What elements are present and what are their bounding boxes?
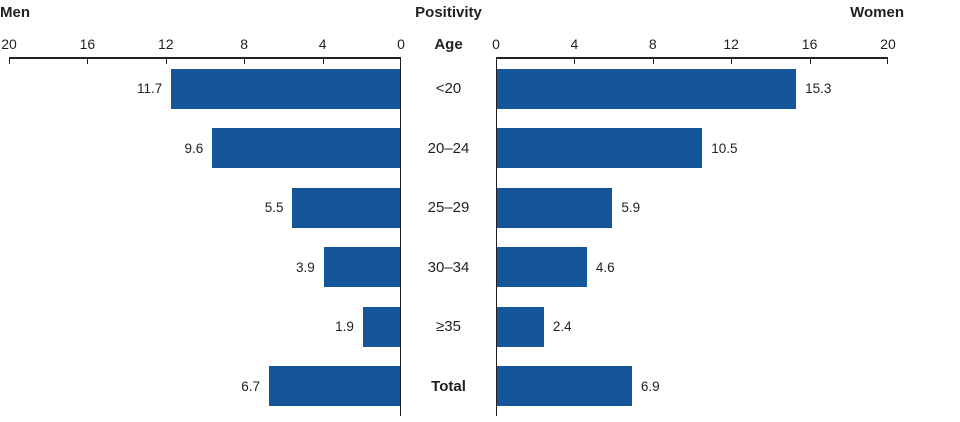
axis-tick-mark [574, 59, 576, 64]
chart-row: 3.9 30–34 4.6 [9, 237, 960, 297]
chart-title: Positivity [415, 4, 482, 21]
axis-tick-label: 8 [648, 36, 657, 52]
men-bar [171, 68, 400, 109]
axis-tick-mark [9, 59, 10, 64]
men-axis: 20 16 12 8 4 0 [1, 33, 405, 64]
axis-tick-label: 20 [1, 36, 17, 52]
age-category-label: 20–24 [427, 139, 470, 157]
men-series-header: Men [0, 4, 30, 21]
axis-tick-mark [652, 59, 654, 64]
chart-rows: 11.7 <20 15.3 9.6 20–24 10.5 5.5 25–29 5.9 3.9 30–… [9, 59, 960, 416]
axis-tick-mark [165, 59, 167, 64]
men-bar [362, 306, 400, 347]
axis-tick-label: 0 [397, 36, 405, 52]
women-bar-area: 6.9 [496, 356, 888, 416]
axis-tick-label: 16 [79, 36, 96, 52]
women-series-header: Women [850, 4, 904, 21]
women-bar-area: 4.6 [496, 237, 888, 297]
chart-row: 6.7 Total 6.9 [9, 356, 960, 416]
women-value-label: 10.5 [711, 140, 738, 156]
men-value-label: 9.6 [184, 140, 204, 156]
axis-tick-label: 0 [492, 36, 500, 52]
axis-row: 20 16 12 8 4 0 Age 0 4 8 12 16 20 [1, 33, 896, 64]
women-value-label: 2.4 [552, 319, 572, 335]
men-bar-area: 11.7 [9, 59, 401, 119]
women-axis: 0 4 8 12 16 20 [492, 33, 896, 64]
chart-header: Men Positivity Women [0, 4, 904, 22]
age-category-label: Total [431, 377, 466, 395]
men-bar-area: 5.5 [9, 178, 401, 238]
men-value-label: 1.9 [335, 319, 354, 335]
axis-tick-label: 20 [880, 36, 896, 52]
women-bar [497, 247, 587, 288]
axis-tick-label: 12 [158, 36, 174, 52]
axis-tick-mark [809, 59, 811, 64]
men-bar [323, 247, 400, 288]
men-bar [269, 366, 400, 407]
men-bar-area: 3.9 [9, 237, 401, 297]
axis-tick-mark [887, 59, 888, 64]
men-value-label: 3.9 [295, 259, 315, 275]
age-category-label: <20 [435, 80, 462, 98]
women-bar [497, 306, 544, 347]
women-bar [497, 68, 797, 109]
chart-row: 5.5 25–29 5.9 [9, 178, 960, 238]
axis-tick-label: 4 [318, 36, 327, 52]
men-value-label: 5.5 [264, 200, 284, 216]
men-bar-area: 1.9 [9, 297, 401, 357]
men-bar-area: 9.6 [9, 118, 401, 178]
women-bar [497, 187, 613, 228]
women-bar-area: 2.4 [496, 297, 888, 357]
men-bar-area: 6.7 [9, 356, 401, 416]
axis-tick-label: 12 [723, 36, 739, 52]
women-bar-area: 10.5 [496, 118, 888, 178]
axis-tick-mark [87, 59, 89, 64]
axis-tick-mark [244, 59, 246, 64]
women-bar-area: 5.9 [496, 178, 888, 238]
men-bar [292, 187, 400, 228]
men-value-label: 11.7 [136, 81, 163, 97]
women-value-label: 4.6 [595, 259, 615, 275]
age-category-label: 25–29 [427, 199, 470, 217]
axis-tick-mark [496, 59, 497, 64]
chart-row: 1.9 ≥35 2.4 [9, 297, 960, 357]
age-category-label: ≥35 [436, 318, 461, 336]
women-value-label: 5.9 [621, 200, 641, 216]
men-value-label: 6.7 [241, 378, 261, 394]
women-bar [497, 128, 703, 169]
axis-tick-label: 16 [801, 36, 818, 52]
women-value-label: 15.3 [805, 81, 832, 97]
women-value-label: 6.9 [640, 378, 660, 394]
axis-tick-mark [400, 59, 401, 64]
women-bar [497, 366, 632, 407]
axis-tick-mark [322, 59, 324, 64]
age-category-label: 30–34 [427, 258, 470, 276]
men-bar [212, 128, 400, 169]
chart-row: 9.6 20–24 10.5 [9, 118, 960, 178]
women-bar-area: 15.3 [496, 59, 888, 119]
age-axis-header: Age [434, 36, 463, 53]
chart-row: 11.7 <20 15.3 [9, 59, 960, 119]
axis-tick-mark [731, 59, 733, 64]
axis-tick-label: 8 [240, 36, 249, 52]
axis-tick-label: 4 [570, 36, 579, 52]
